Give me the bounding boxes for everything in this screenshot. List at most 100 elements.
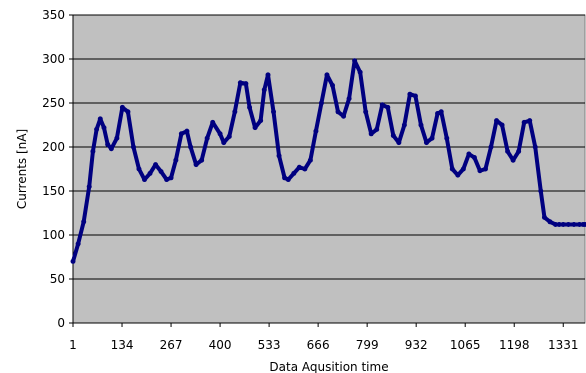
data-point <box>449 166 455 172</box>
data-point <box>125 109 131 115</box>
data-point <box>560 221 566 227</box>
data-point <box>307 157 313 163</box>
data-point <box>346 96 352 102</box>
x-tick-label: 400 <box>209 338 232 352</box>
data-point <box>296 164 302 170</box>
data-point <box>252 125 258 131</box>
data-point <box>460 166 466 172</box>
y-tick-label: 200 <box>42 140 65 154</box>
data-point <box>556 221 562 227</box>
data-point <box>199 157 205 163</box>
data-point <box>70 258 76 264</box>
data-point <box>193 162 199 168</box>
data-point <box>412 93 418 99</box>
data-point <box>276 153 282 159</box>
data-point <box>86 184 92 190</box>
data-point <box>494 118 500 124</box>
data-point <box>271 109 277 115</box>
data-point <box>119 104 125 110</box>
data-point <box>374 126 380 132</box>
data-point <box>285 177 291 183</box>
x-tick-label: 1065 <box>450 338 481 352</box>
data-point <box>527 118 533 124</box>
data-point <box>341 113 347 119</box>
data-point <box>477 168 483 174</box>
data-point <box>237 80 243 86</box>
data-point <box>105 141 111 147</box>
data-point <box>147 170 153 176</box>
data-point <box>330 82 336 88</box>
data-point <box>357 69 363 75</box>
data-point <box>90 148 96 154</box>
x-tick-label: 533 <box>258 338 281 352</box>
x-tick-label: 666 <box>307 338 330 352</box>
data-point <box>488 144 494 150</box>
data-point <box>142 177 148 183</box>
data-point <box>258 118 264 124</box>
x-axis-title: Data Aqusition time <box>269 360 388 373</box>
data-point <box>576 221 582 227</box>
data-point <box>108 146 114 152</box>
y-tick-label: 100 <box>42 228 65 242</box>
x-tick-label: 134 <box>111 338 134 352</box>
x-tick-label: 1 <box>69 338 77 352</box>
data-point <box>368 131 374 137</box>
x-tick-label: 1331 <box>548 338 579 352</box>
data-point <box>538 188 544 194</box>
data-point <box>81 219 87 225</box>
data-point <box>547 219 553 225</box>
y-tick-label: 0 <box>57 316 65 330</box>
x-axis-ticks: 1 134 267 400 533 666 799 932 1065 1198 1331 <box>69 322 585 352</box>
data-point <box>130 144 136 150</box>
data-point <box>407 91 413 97</box>
data-point <box>541 214 547 220</box>
data-point <box>363 109 369 115</box>
y-tick-label: 50 <box>50 272 65 286</box>
data-point <box>243 81 249 87</box>
data-point <box>153 162 159 168</box>
data-point <box>423 140 429 146</box>
data-point <box>158 169 164 175</box>
data-point <box>97 116 103 122</box>
y-axis-title: Currents [nA] <box>15 129 29 209</box>
data-point <box>168 175 174 181</box>
x-tick-label: 799 <box>356 338 379 352</box>
data-point <box>261 87 267 93</box>
data-point <box>582 221 586 227</box>
data-point <box>324 72 330 78</box>
data-point <box>455 172 461 178</box>
y-axis-ticks: 0 50 100 150 200 250 300 350 <box>42 8 74 330</box>
data-point <box>204 135 210 141</box>
data-point <box>471 155 477 161</box>
data-point <box>521 119 527 125</box>
data-point <box>221 140 227 146</box>
data-point <box>136 166 142 172</box>
data-point <box>532 144 538 150</box>
data-point <box>265 72 271 78</box>
data-point <box>75 241 81 247</box>
data-point <box>302 166 308 172</box>
plot-area <box>72 14 586 324</box>
x-tick-label: 267 <box>160 338 183 352</box>
data-point <box>401 122 407 128</box>
data-point <box>418 122 424 128</box>
data-point <box>390 133 396 139</box>
data-point <box>565 221 571 227</box>
data-point <box>429 135 435 141</box>
data-point <box>553 221 559 227</box>
series-line <box>71 58 586 264</box>
data-point <box>101 125 107 131</box>
data-point <box>178 131 184 137</box>
data-point <box>173 157 179 163</box>
data-point <box>313 128 319 134</box>
data-point <box>352 58 358 64</box>
data-point <box>318 100 324 106</box>
data-point <box>482 166 488 172</box>
data-point <box>247 104 253 110</box>
data-point <box>114 135 120 141</box>
data-point <box>571 221 577 227</box>
data-point <box>226 133 232 139</box>
data-point <box>164 177 170 183</box>
data-point <box>438 109 444 115</box>
